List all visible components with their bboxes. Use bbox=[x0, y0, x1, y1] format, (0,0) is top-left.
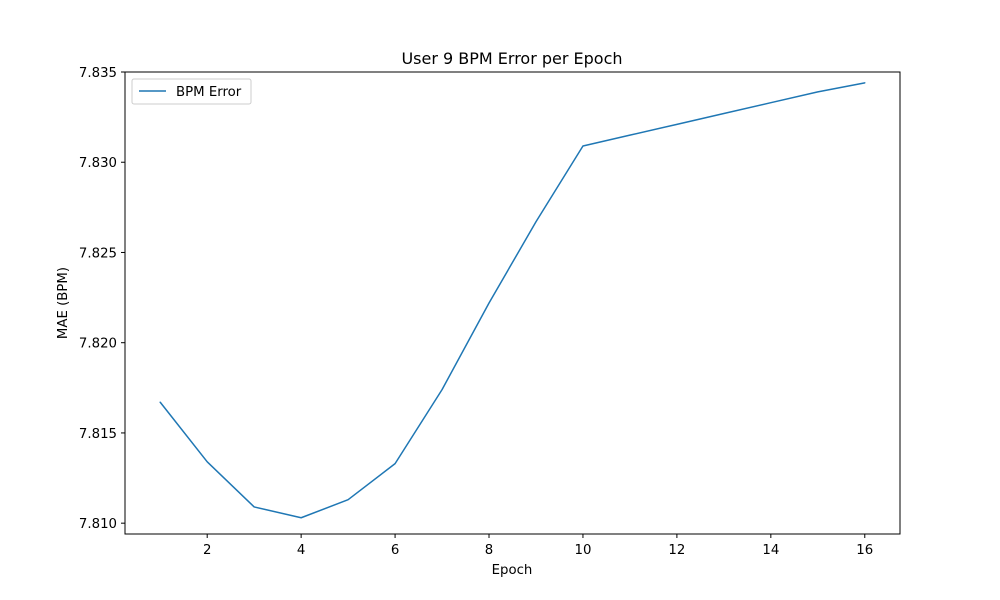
y-tick-label: 7.830 bbox=[79, 156, 117, 171]
legend-label-bpm-error: BPM Error bbox=[176, 85, 242, 100]
x-tick-label: 2 bbox=[203, 543, 211, 558]
series-line-bpm-error bbox=[159, 82, 866, 519]
x-tick-label: 10 bbox=[574, 543, 591, 558]
plot-area bbox=[125, 72, 900, 534]
y-tick-label: 7.810 bbox=[79, 517, 117, 532]
legend: BPM Error bbox=[131, 78, 252, 105]
y-axis-ticks: 7.810 7.815 7.820 7.825 7.830 7.835 bbox=[79, 66, 125, 532]
y-axis-label: MAE (BPM) bbox=[56, 267, 71, 339]
x-axis-ticks: 2 4 6 8 10 12 14 16 bbox=[203, 534, 873, 558]
x-tick-label: 16 bbox=[856, 543, 873, 558]
x-tick-label: 12 bbox=[668, 543, 685, 558]
legend-box bbox=[131, 78, 252, 105]
x-tick-label: 8 bbox=[485, 543, 493, 558]
chart-title: User 9 BPM Error per Epoch bbox=[401, 49, 622, 68]
y-tick-label: 7.835 bbox=[79, 66, 117, 81]
x-tick-label: 14 bbox=[762, 543, 779, 558]
y-tick-label: 7.820 bbox=[79, 337, 117, 352]
x-tick-label: 4 bbox=[297, 543, 305, 558]
x-axis-label: Epoch bbox=[492, 563, 533, 578]
x-tick-label: 6 bbox=[391, 543, 399, 558]
y-tick-label: 7.815 bbox=[79, 427, 117, 442]
plot-frame bbox=[124, 71, 901, 535]
y-tick-label: 7.825 bbox=[79, 246, 117, 261]
